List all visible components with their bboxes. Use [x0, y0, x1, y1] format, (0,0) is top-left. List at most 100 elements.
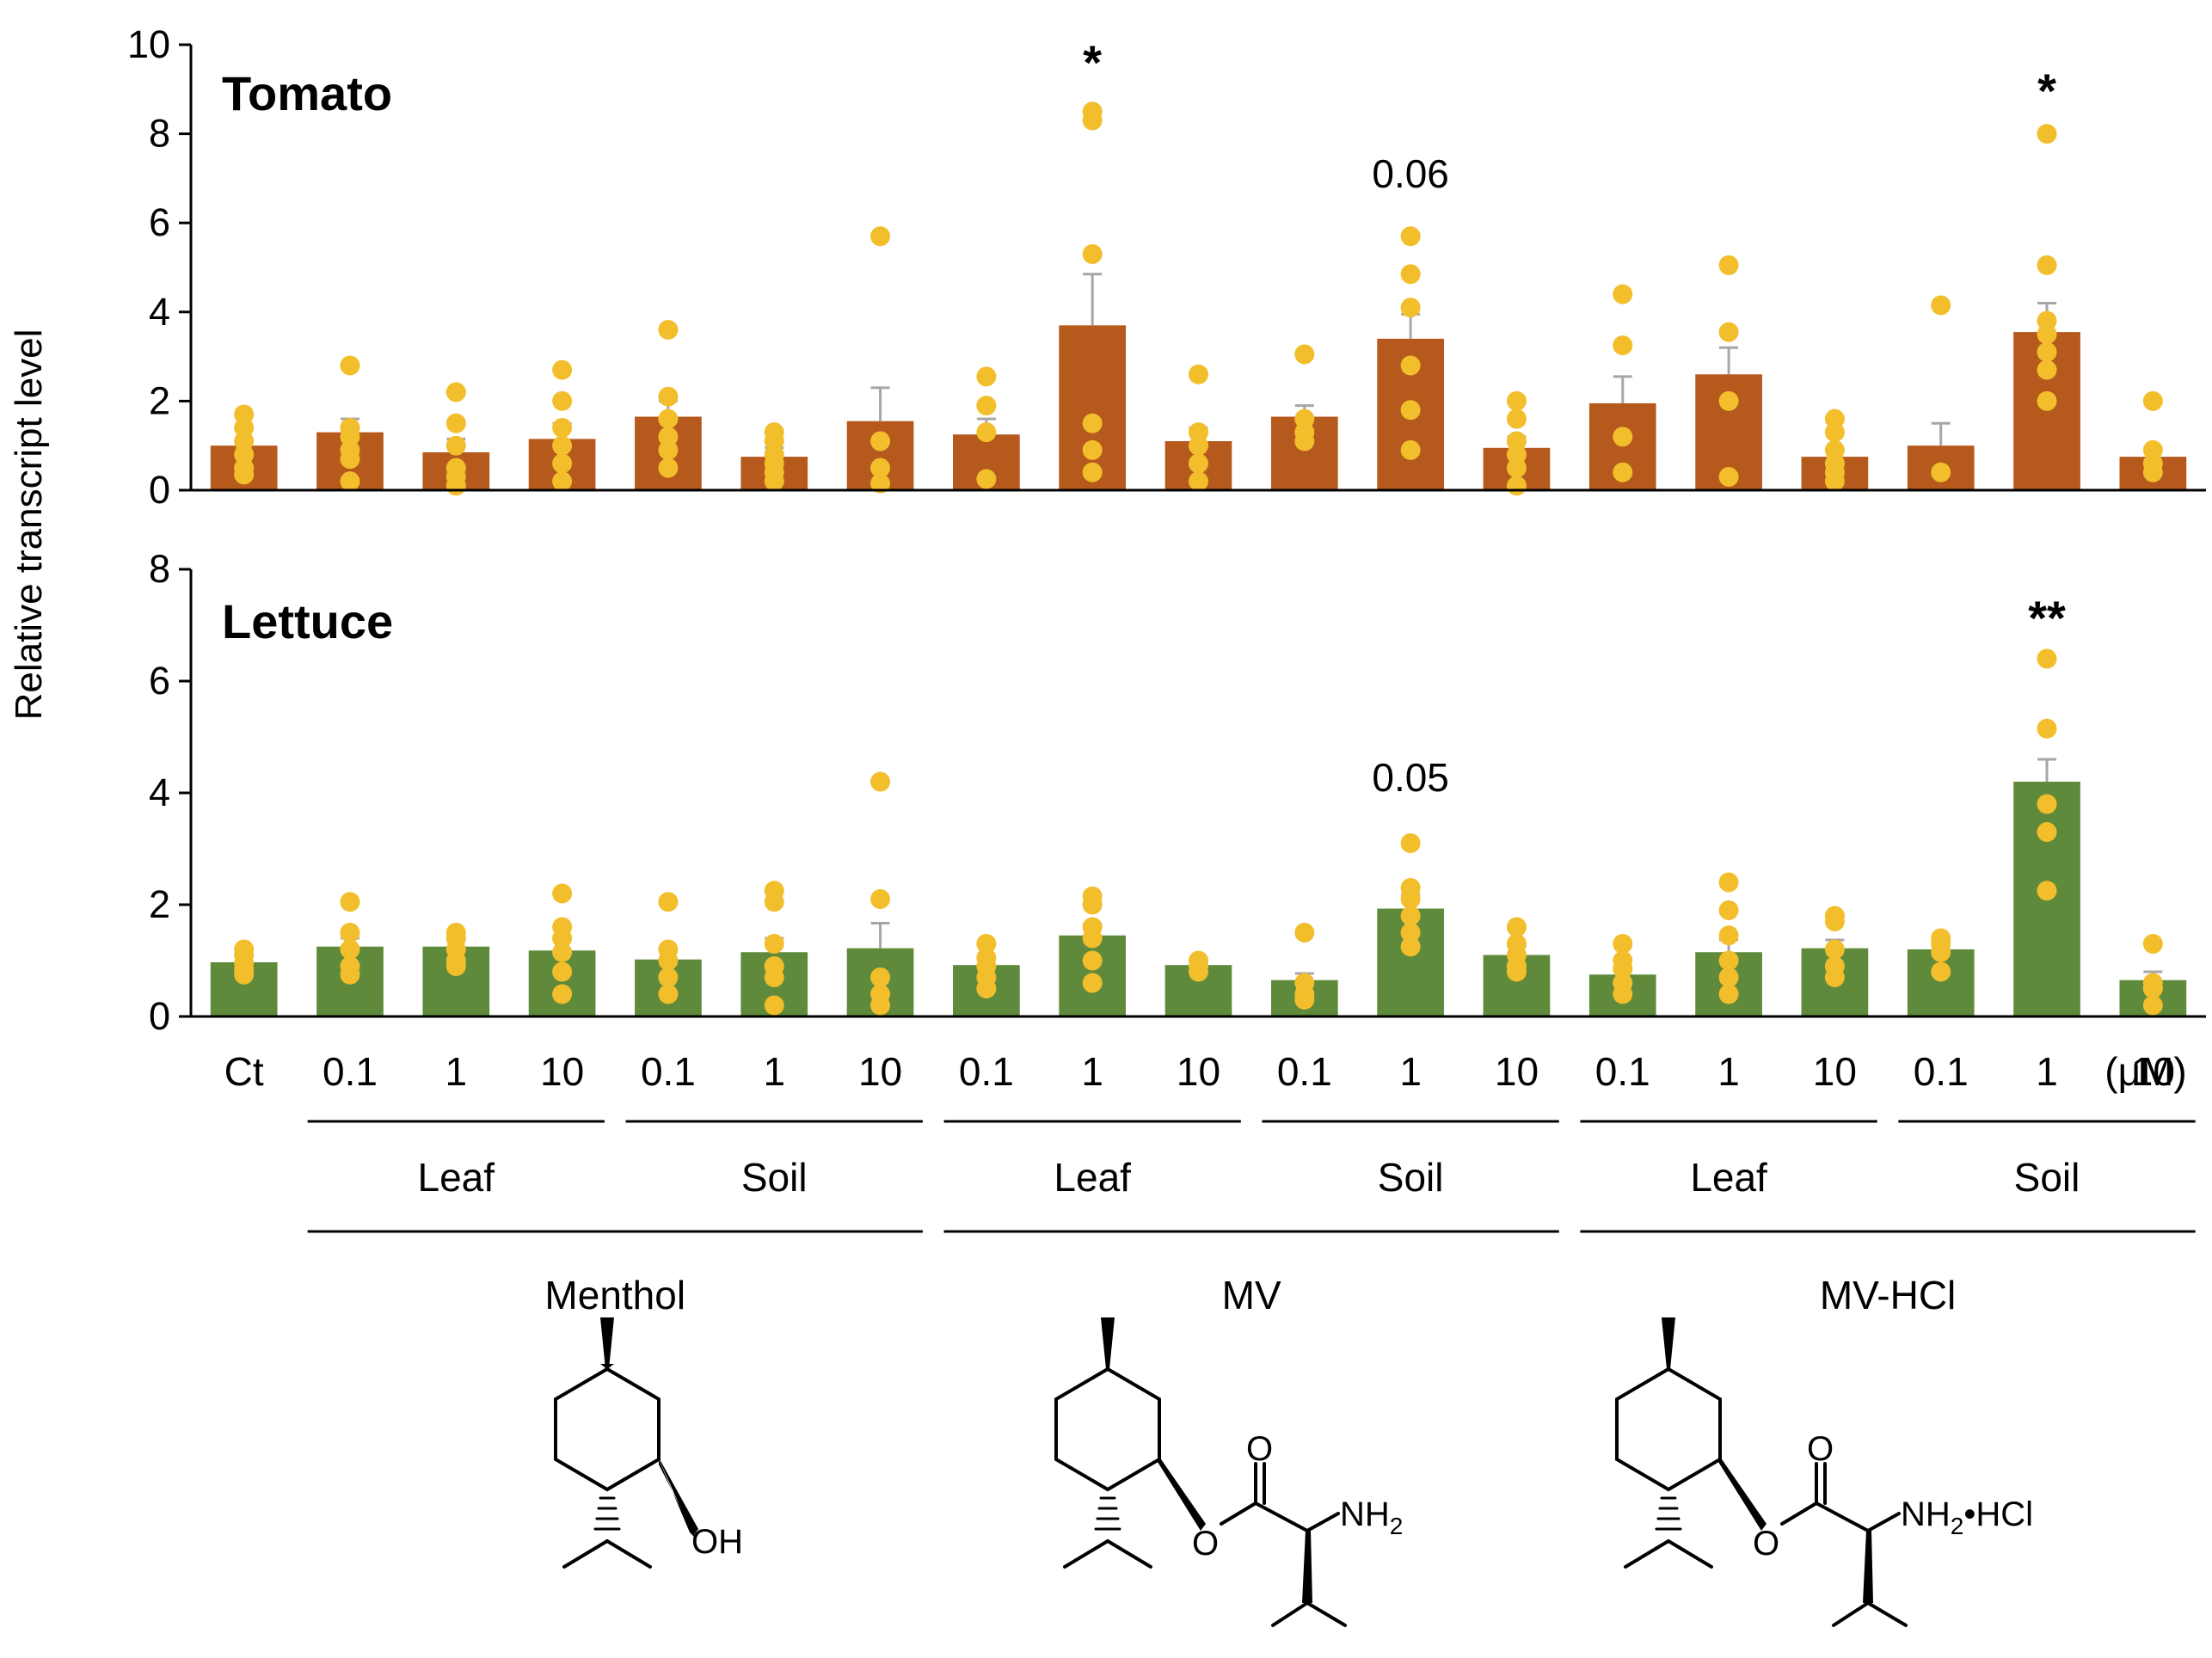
tomato-data-point: [870, 431, 891, 451]
lettuce-y-tick-label: 4: [149, 771, 170, 814]
lettuce-data-point: [1824, 939, 1845, 960]
tomato-data-point: [552, 435, 573, 456]
lettuce-data-point: [1400, 906, 1421, 926]
x-tick-label: 0.1: [1277, 1049, 1332, 1094]
application-group-label: Leaf: [1054, 1155, 1131, 1200]
tomato-data-point: [552, 453, 573, 474]
tomato-data-point: [1294, 431, 1315, 451]
tomato-y-tick-label: 2: [149, 378, 170, 422]
tomato-data-point: [764, 471, 784, 492]
tomato-data-point: [1400, 264, 1421, 285]
lettuce-data-point: [1506, 961, 1527, 982]
tomato-data-point: [658, 439, 679, 460]
tomato-data-point: [1718, 255, 1739, 275]
tomato-data-point: [1613, 427, 1633, 447]
tomato-data-point: [1718, 466, 1739, 487]
x-tick-label: 1: [1399, 1049, 1422, 1094]
x-tick-label: 0.1: [959, 1049, 1014, 1094]
menthol-oh-label: OH: [691, 1523, 743, 1561]
lettuce-data-point: [1400, 936, 1421, 957]
mv-hcl-ring: [1615, 1366, 1722, 1492]
tomato-data-point: [1082, 462, 1103, 482]
tomato-data-point: [445, 413, 466, 433]
tomato-y-tick-label: 8: [149, 112, 170, 156]
tomato-data-point: [1400, 355, 1421, 376]
tomato-data-point: [1082, 413, 1103, 433]
x-tick-label: 10: [540, 1049, 584, 1094]
lettuce-data-point: [2037, 881, 2057, 901]
lettuce-data-point: [2037, 794, 2057, 814]
mv-hcl-o-ester: O: [1753, 1525, 1779, 1563]
compound-group-label: MV: [1222, 1273, 1281, 1317]
lettuce-data-point: [658, 984, 679, 1004]
lettuce-data-point: [2142, 995, 2163, 1016]
lettuce-data-point: [1718, 950, 1739, 971]
lettuce-data-point: [552, 942, 573, 962]
tomato-data-point: [445, 382, 466, 402]
lettuce-data-point: [2142, 934, 2163, 954]
tomato-data-point: [552, 417, 573, 438]
tomato-data-point: [1613, 335, 1633, 356]
application-group-label: Soil: [1378, 1155, 1444, 1200]
lettuce-y-tick-label: 8: [149, 547, 170, 591]
tomato-data-point: [1506, 457, 1527, 478]
mv-hcl-o-wedge: [1718, 1457, 1767, 1531]
tomato-data-point: [552, 390, 573, 411]
lettuce-data-point: [1931, 961, 1951, 982]
tomato-data-point: [658, 408, 679, 429]
lettuce-data-point: [2037, 718, 2057, 739]
compound-group-label: Menthol: [544, 1273, 685, 1317]
lettuce-y-tick-label: 2: [149, 882, 170, 926]
lettuce-data-point: [340, 939, 360, 960]
tomato-annotation: *: [2037, 64, 2056, 118]
application-group-label: Soil: [741, 1155, 808, 1200]
lettuce-data-point: [870, 967, 891, 987]
lettuce-data-point: [552, 961, 573, 982]
lettuce-annotation: 0.05: [1372, 755, 1449, 800]
tomato-data-point: [1613, 284, 1633, 304]
tomato-data-point: [445, 476, 466, 496]
x-tick-label: 1: [1717, 1049, 1740, 1094]
lettuce-data-point: [1400, 889, 1421, 909]
tomato-data-point: [2037, 390, 2057, 411]
application-group-label: Soil: [2014, 1155, 2080, 1200]
lettuce-data-point: [1294, 990, 1315, 1010]
tomato-data-point: [1506, 390, 1527, 411]
lettuce-data-point: [764, 995, 784, 1016]
tomato-data-point: [1189, 453, 1208, 474]
mv-hcl-val-wedge: [1863, 1531, 1873, 1603]
tomato-data-point: [1294, 344, 1315, 365]
x-tick-label: 0.1: [323, 1049, 378, 1094]
menthol-ring: [554, 1366, 661, 1492]
labels-layer: Relative transcript level (μM): [8, 329, 2187, 1094]
lettuce-panel-title: Lettuce: [222, 594, 393, 648]
x-tick-label: 10: [2131, 1049, 2175, 1094]
lettuce-annotation: **: [2028, 591, 2066, 645]
lettuce-y-tick-label: 6: [149, 659, 170, 703]
tomato-data-point: [976, 396, 997, 416]
lettuce-data-point: [764, 967, 784, 987]
lettuce-data-point: [1400, 833, 1421, 853]
tomato-data-point: [1824, 422, 1845, 443]
lettuce-data-point: [2142, 979, 2163, 998]
lettuce-data-point: [1400, 923, 1421, 943]
menthol-methyl-wedge: [600, 1317, 614, 1369]
y-axis-label: Relative transcript level: [8, 329, 50, 721]
tomato-annotation: 0.06: [1372, 151, 1449, 196]
lettuce-data-point: [976, 979, 997, 998]
mv-hcl-nh-label: NH2•HCl: [1901, 1495, 2033, 1539]
tomato-data-point: [1506, 408, 1527, 429]
mv-o-wedge: [1158, 1457, 1206, 1531]
lettuce-data-point: [1718, 872, 1739, 893]
tomato-data-point: [234, 464, 255, 485]
lettuce-data-point: [1506, 917, 1527, 937]
mv-structure: [1054, 1317, 1347, 1627]
mv-methyl-wedge: [1101, 1317, 1115, 1369]
tomato-data-point: [445, 435, 466, 456]
tomato-data-point: [1189, 471, 1208, 492]
tomato-data-point: [1718, 390, 1739, 411]
x-tick-label: 10: [858, 1049, 902, 1094]
tomato-data-point: [2037, 255, 2057, 275]
tomato-data-point: [1189, 364, 1208, 384]
